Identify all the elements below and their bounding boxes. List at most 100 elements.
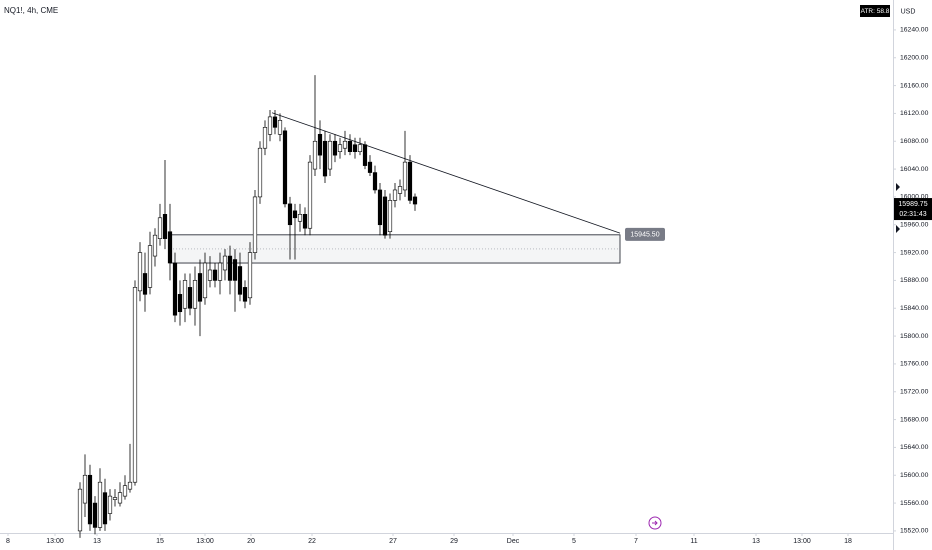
- event-icon-arrow: [652, 520, 658, 526]
- y-tick-label: 16200.00: [900, 55, 929, 62]
- x-tick-label: 11: [690, 538, 697, 545]
- y-tick-label: 16240.00: [900, 27, 929, 34]
- candle-body: [162, 214, 168, 239]
- x-tick-label: 13:00: [46, 538, 64, 545]
- candle-body: [247, 252, 253, 299]
- candle-body: [172, 262, 178, 316]
- candle-body: [407, 161, 413, 201]
- x-tick-label: Dec: [507, 538, 520, 545]
- candle-body: [377, 189, 383, 226]
- candle-body: [382, 196, 388, 236]
- y-tick-label: 16080.00: [900, 138, 929, 145]
- last-price-label: 15989.75: [898, 201, 927, 208]
- candle-body: [362, 144, 368, 166]
- x-tick-label: 20: [247, 538, 255, 545]
- zone-price-box: [625, 227, 665, 241]
- candle-body: [227, 255, 233, 281]
- candle-body: [257, 147, 263, 198]
- indicator-label: ATR: 58.8: [861, 8, 890, 15]
- trendline: [271, 112, 621, 234]
- candle-body: [77, 488, 83, 532]
- last-price-box: [894, 198, 932, 221]
- candle-body: [317, 133, 323, 156]
- candle-body: [187, 287, 193, 309]
- y-tick-label: 15640.00: [900, 444, 929, 451]
- candle-body: [92, 502, 98, 528]
- candle-body: [342, 140, 348, 149]
- candle-body: [397, 186, 403, 194]
- candle-body: [282, 130, 288, 205]
- candle-body: [222, 255, 228, 271]
- candle-body: [287, 203, 293, 226]
- event-icon[interactable]: [648, 516, 662, 530]
- x-tick-label: 27: [389, 538, 397, 545]
- candle-body: [387, 200, 393, 233]
- x-tick-label: 13:00: [793, 538, 811, 545]
- candle-body: [372, 172, 378, 191]
- candle-body: [367, 161, 373, 173]
- candle-body: [312, 140, 318, 170]
- candle-body: [347, 140, 353, 152]
- candle-body: [112, 497, 118, 500]
- candle-body: [212, 269, 218, 281]
- candle-body: [412, 196, 418, 205]
- candle-body: [302, 214, 308, 229]
- candle-body: [292, 210, 298, 219]
- y-tick-label: 15920.00: [900, 249, 929, 256]
- candle-body: [142, 273, 148, 295]
- candle-body: [157, 217, 163, 239]
- candle-body: [322, 140, 328, 177]
- candle-body: [127, 481, 133, 490]
- x-tick-label: 7: [634, 538, 638, 545]
- candle-body: [132, 287, 138, 483]
- candle-body: [82, 474, 88, 504]
- candle-body: [277, 120, 283, 135]
- y-tick-label: 15600.00: [900, 472, 929, 479]
- candle-body: [177, 294, 183, 313]
- candle-body: [107, 495, 113, 514]
- candle-body: [297, 214, 303, 222]
- candle-body: [167, 231, 173, 264]
- candle-body: [307, 161, 313, 229]
- x-tick-label: 13: [93, 538, 101, 545]
- zone-price-label: 15945.50: [630, 232, 659, 239]
- x-tick-label: 15: [156, 538, 164, 545]
- y-tick-label: 16160.00: [900, 82, 929, 89]
- candle-body: [272, 116, 278, 128]
- candle-body: [402, 161, 408, 191]
- scale-marker: [896, 225, 900, 233]
- chart-title: NQ1!, 4h, CME: [4, 6, 58, 15]
- currency-label[interactable]: USD: [901, 8, 916, 15]
- candle-body: [147, 245, 153, 288]
- candle-body: [192, 280, 198, 309]
- candle-body: [117, 492, 123, 504]
- y-tick-label: 15800.00: [900, 333, 929, 340]
- x-tick-label: 18: [844, 538, 852, 545]
- candle-body: [237, 266, 243, 295]
- indicator-box: [860, 5, 890, 17]
- candle-body: [392, 189, 398, 201]
- x-tick-label: 8: [6, 538, 10, 545]
- x-tick-label: 13:00: [196, 538, 214, 545]
- candle-body: [87, 474, 93, 525]
- x-tick-label: 29: [450, 538, 458, 545]
- y-tick-label: 15720.00: [900, 389, 929, 396]
- candle-body: [182, 280, 188, 309]
- y-tick-label: 15880.00: [900, 277, 929, 284]
- y-tick-label: 15680.00: [900, 416, 929, 423]
- scale-marker: [896, 183, 900, 191]
- y-tick-label: 16040.00: [900, 166, 929, 173]
- candle-body: [217, 262, 223, 281]
- candle-body: [102, 492, 108, 525]
- candle-body: [357, 144, 363, 152]
- candle-body: [337, 144, 343, 152]
- candle-body: [202, 262, 208, 299]
- y-tick-label: 16120.00: [900, 110, 929, 117]
- y-tick-label: 15560.00: [900, 500, 929, 507]
- y-tick-label: 15960.00: [900, 222, 929, 229]
- candle-body: [252, 196, 258, 253]
- candle-body: [262, 127, 268, 149]
- x-tick-label: 13: [752, 538, 760, 545]
- y-tick-label: 15760.00: [900, 361, 929, 368]
